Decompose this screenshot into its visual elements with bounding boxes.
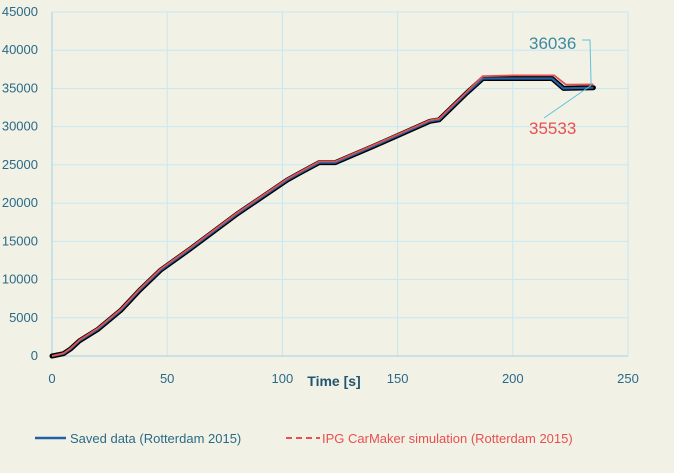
- y-tick-label-45000: 45000: [2, 4, 38, 19]
- x-tick-label-150: 150: [387, 371, 409, 386]
- series-carmaker-line: [51, 74, 594, 357]
- y-tick-label-10000: 10000: [2, 272, 38, 287]
- grid: [52, 11, 629, 356]
- x-tick-label-50: 50: [160, 371, 174, 386]
- annotation-carmaker-leader: [543, 84, 592, 119]
- annotation-saved-leader: [582, 39, 592, 85]
- y-tick-label-0: 0: [31, 348, 38, 363]
- annotation-saved-value: 36036: [529, 34, 576, 53]
- axes: [51, 12, 628, 357]
- annotation-carmaker-value: 35533: [529, 119, 576, 138]
- y-tick-label-5000: 5000: [9, 310, 38, 325]
- x-tick-labels: 0 50 100 150 200 250: [48, 371, 638, 386]
- legend-label-carmaker: IPG CarMaker simulation (Rotterdam 2015): [322, 431, 573, 446]
- y-tick-label-20000: 20000: [2, 195, 38, 210]
- x-tick-label-0: 0: [48, 371, 55, 386]
- x-tick-label-250: 250: [617, 371, 639, 386]
- x-tick-label-200: 200: [502, 371, 524, 386]
- annotations: 36036 35533: [529, 34, 592, 138]
- series-saved-outline: [49, 76, 596, 359]
- y-tick-label-40000: 40000: [2, 42, 38, 57]
- series-lines: [49, 74, 596, 359]
- legend: Saved data (Rotterdam 2015) IPG CarMaker …: [35, 431, 573, 446]
- y-tick-label-25000: 25000: [2, 157, 38, 172]
- legend-label-saved: Saved data (Rotterdam 2015): [70, 431, 241, 446]
- x-tick-label-100: 100: [272, 371, 294, 386]
- y-tick-label-30000: 30000: [2, 119, 38, 134]
- y-tick-label-15000: 15000: [2, 233, 38, 248]
- y-tick-labels: 0 5000 10000 15000 20000 25000 30000 35000 40000…: [2, 4, 38, 363]
- y-tick-label-35000: 35000: [2, 80, 38, 95]
- series-saved-line: [51, 77, 594, 358]
- x-axis-title: Time [s]: [307, 373, 360, 389]
